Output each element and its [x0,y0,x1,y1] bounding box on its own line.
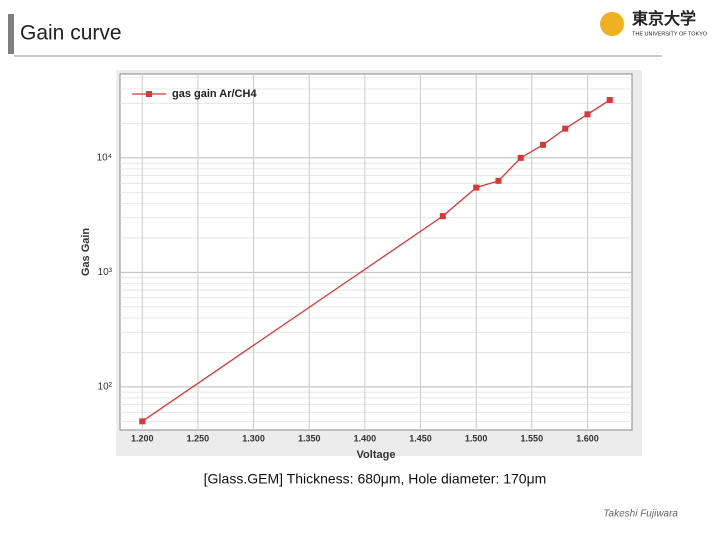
x-tick-label: 1.350 [298,433,321,443]
marker [495,177,502,184]
x-tick-label: 1.450 [409,433,432,443]
x-tick-label: 1.250 [187,433,210,443]
marker [473,184,480,191]
y-tick-label: 10² [98,382,113,393]
legend-label: gas gain Ar/CH4 [172,88,257,100]
slide-title: Gain curve [20,22,122,45]
x-tick-label: 1.550 [521,433,544,443]
y-tick-label: 10⁴ [97,153,112,164]
x-tick-label: 1.500 [465,433,488,443]
logo-main: 東京大学 [632,9,696,28]
x-tick-label: 1.300 [242,433,265,443]
marker [517,154,524,161]
x-axis-label: Voltage [357,449,396,461]
marker [606,97,613,104]
marker [584,111,591,118]
x-tick-label: 1.400 [354,433,377,443]
marker [562,125,569,132]
x-tick-label: 1.600 [576,433,599,443]
legend-marker [146,91,152,97]
plot-area [119,73,633,431]
caption: [Glass.GEM] Thickness: 680μm, Hole diame… [204,471,547,487]
logo-icon [600,12,624,36]
x-tick-label: 1.200 [131,433,154,443]
marker [439,213,446,220]
title-bar [8,14,14,54]
y-axis-label: Gas Gain [80,228,92,277]
marker [539,141,546,148]
y-tick-label: 10³ [98,267,113,278]
author: Takeshi Fujiwara [603,509,678,520]
marker [139,418,146,425]
logo-sub: THE UNIVERSITY OF TOKYO [632,31,708,37]
